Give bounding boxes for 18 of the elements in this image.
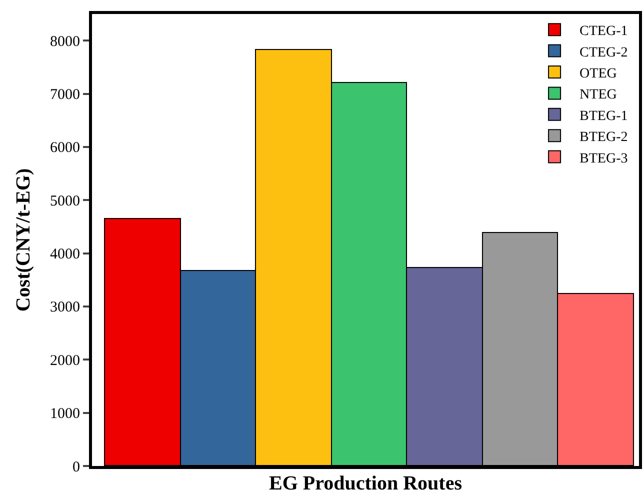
y-tick-label: 7000 — [50, 87, 80, 104]
legend-label: NTEG — [580, 88, 617, 103]
y-tick-label: 4000 — [50, 246, 80, 263]
y-tick-label: 5000 — [50, 193, 80, 210]
y-tick-label: 3000 — [50, 300, 80, 316]
legend-label: OTEG — [580, 66, 617, 82]
legend-label: CTEG-2 — [580, 45, 628, 60]
y-axis-title: Cost(CNY/t-EG) — [12, 168, 34, 312]
y-tick-label: 0 — [72, 459, 80, 476]
y-tick-label: 2000 — [50, 352, 80, 369]
y-tick-label: 1000 — [50, 406, 80, 422]
y-tick-label: 6000 — [50, 140, 80, 156]
y-tick-label: 8000 — [50, 34, 80, 50]
legend-label: BTEG-2 — [580, 130, 628, 146]
legend-label: BTEG-3 — [580, 151, 628, 166]
x-axis-title: EG Production Routes — [269, 472, 462, 494]
legend-label: CTEG-1 — [580, 24, 628, 40]
legend-label: BTEG-1 — [580, 108, 628, 124]
